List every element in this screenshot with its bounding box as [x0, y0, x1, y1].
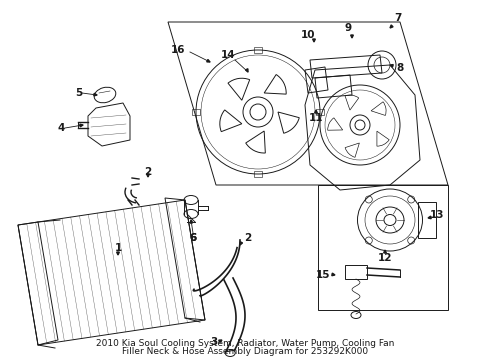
Bar — [254, 171, 262, 177]
Text: 4: 4 — [58, 123, 65, 133]
Text: 1: 1 — [114, 243, 122, 253]
Polygon shape — [351, 35, 353, 38]
Text: 6: 6 — [189, 233, 196, 243]
Bar — [192, 109, 200, 115]
Text: 16: 16 — [171, 45, 185, 55]
Bar — [345, 265, 367, 279]
Bar — [254, 47, 262, 53]
Text: 7: 7 — [394, 13, 402, 23]
Polygon shape — [313, 39, 316, 42]
Text: 2010 Kia Soul Cooling System, Radiator, Water Pump, Cooling Fan: 2010 Kia Soul Cooling System, Radiator, … — [96, 339, 394, 348]
Text: 9: 9 — [344, 23, 351, 33]
Text: 2: 2 — [245, 233, 252, 243]
Bar — [418, 202, 436, 238]
Polygon shape — [147, 174, 149, 177]
Polygon shape — [390, 64, 393, 67]
Polygon shape — [428, 216, 431, 219]
Polygon shape — [80, 124, 83, 127]
Text: 2: 2 — [145, 167, 151, 177]
Text: 10: 10 — [301, 30, 315, 40]
Polygon shape — [390, 25, 393, 28]
Polygon shape — [245, 69, 248, 72]
Polygon shape — [190, 220, 193, 223]
Polygon shape — [207, 59, 210, 62]
Polygon shape — [117, 252, 120, 255]
Polygon shape — [94, 93, 97, 96]
Polygon shape — [219, 340, 222, 343]
Text: 12: 12 — [378, 253, 392, 263]
Polygon shape — [240, 242, 243, 245]
Text: 15: 15 — [316, 270, 330, 280]
Text: 6: 6 — [189, 233, 196, 243]
Text: 13: 13 — [430, 210, 444, 220]
Bar — [316, 109, 324, 115]
Text: 8: 8 — [396, 63, 404, 73]
Polygon shape — [315, 110, 318, 113]
Text: 3: 3 — [211, 337, 218, 347]
Polygon shape — [384, 250, 386, 253]
Text: 14: 14 — [220, 50, 235, 60]
Text: Filler Neck & Hose Assembly Diagram for 253292K000: Filler Neck & Hose Assembly Diagram for … — [122, 347, 368, 356]
Text: 5: 5 — [75, 88, 82, 98]
Text: 11: 11 — [309, 113, 323, 123]
Polygon shape — [332, 273, 335, 276]
